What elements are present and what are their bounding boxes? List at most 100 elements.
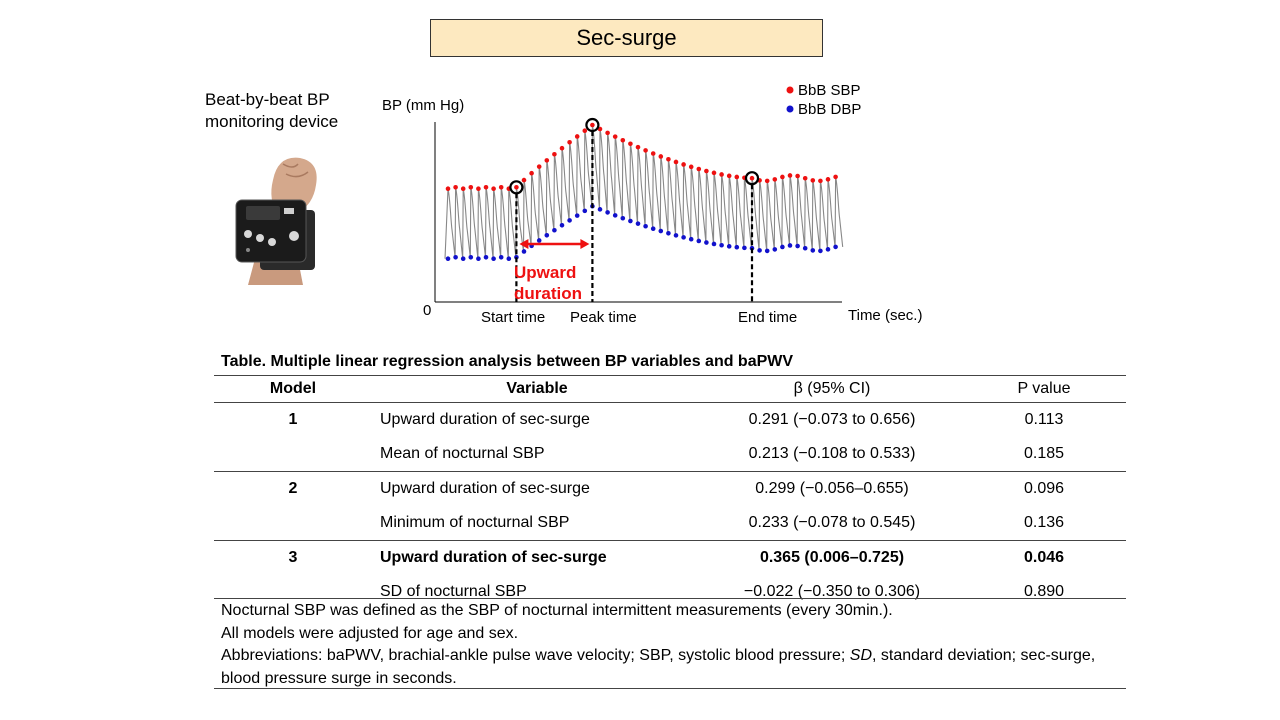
dbp-point: [681, 235, 686, 240]
arrowhead-left: [519, 239, 529, 249]
sbp-point: [696, 166, 702, 172]
sbp-point: [688, 164, 694, 170]
dbp-point: [673, 233, 679, 238]
dbp-point: [734, 244, 740, 250]
device-label-line2: monitoring device: [205, 112, 339, 131]
dbp-point: [704, 240, 709, 245]
sbp-point: [704, 168, 709, 174]
legend-sbp-label: BbB SBP: [798, 82, 861, 99]
dbp-point: [483, 255, 489, 260]
legend-dbp-label: BbB DBP: [798, 101, 861, 118]
cell-beta: −0.022 (−0.350 to 0.306): [743, 583, 921, 600]
dbp-point: [605, 210, 610, 215]
dbp-point: [666, 230, 671, 236]
sbp-point: [818, 178, 823, 184]
dbp-point: [514, 255, 519, 260]
table-row: SD of nocturnal SBP −0.022 (−0.350 to 0.…: [214, 575, 1126, 609]
table-row: Minimum of nocturnal SBP 0.233 (−0.078 t…: [214, 506, 1126, 541]
sbp-point: [711, 170, 717, 176]
dbp-point: [688, 236, 694, 242]
cell-beta: 0.291 (−0.073 to 0.656): [748, 411, 916, 428]
cell-variable: Upward duration of sec-surge: [380, 549, 607, 566]
waveform-path: [444, 124, 844, 259]
time-markers: [509, 117, 760, 302]
cell-variable: Minimum of nocturnal SBP: [380, 514, 570, 531]
marker-label-start: Start time: [481, 309, 545, 326]
dbp-point: [559, 222, 565, 228]
device-label: Beat-by-beat BP monitoring device: [205, 89, 338, 133]
sbp-point: [544, 158, 550, 163]
sbp-point: [787, 173, 793, 178]
sbp-point: [552, 151, 557, 157]
cell-p: 0.185: [1023, 445, 1065, 462]
table-header-row: Model Variable β (95% CI) P value: [214, 375, 1126, 403]
dbp-series: [445, 203, 838, 261]
dbp-point: [787, 243, 793, 248]
bp-chart: BP (mm Hg) Time (sec.) 0 BbB SBP BbB DBP…: [382, 82, 922, 326]
arrowhead-right: [580, 239, 590, 249]
sbp-point: [666, 156, 671, 162]
upward-duration-label-1: Upward: [514, 263, 576, 282]
dbp-point: [719, 242, 724, 248]
dbp-point: [506, 256, 512, 261]
dbp-point: [544, 232, 550, 238]
cell-p: 0.046: [1023, 549, 1065, 566]
sbp-point: [628, 141, 633, 147]
upward-duration-label-2: duration: [514, 284, 582, 303]
cell-p: 0.113: [1024, 411, 1064, 428]
table-notes: Nocturnal SBP was defined as the SBP of …: [221, 600, 1121, 690]
cell-variable: SD of nocturnal SBP: [380, 583, 527, 600]
table-row: 2 Upward duration of sec-surge 0.299 (−0…: [214, 472, 1126, 507]
marker-circle-end: [744, 171, 760, 186]
cell-beta: 0.233 (−0.078 to 0.545): [748, 514, 916, 531]
sbp-point: [726, 173, 732, 179]
dbp-point: [498, 255, 504, 260]
marker-label-peak: Peak time: [570, 309, 637, 326]
cell-beta: 0.299 (−0.056–0.655): [755, 480, 909, 497]
dbp-point: [612, 213, 618, 218]
dbp-point: [582, 208, 588, 214]
sbp-point: [460, 186, 466, 191]
wrist-bp-monitor-icon: [235, 157, 317, 285]
sbp-point: [635, 144, 641, 150]
dbp-point: [780, 244, 785, 250]
sbp-point: [673, 159, 679, 165]
table-caption: Table. Multiple linear regression analys…: [221, 353, 794, 370]
title: Sec-surge: [576, 25, 677, 50]
cell-variable: Mean of nocturnal SBP: [380, 445, 545, 462]
sbp-point: [468, 185, 474, 190]
legend: BbB SBP BbB DBP: [786, 82, 861, 118]
cell-p: 0.890: [1023, 583, 1065, 600]
dbp-point: [635, 221, 641, 226]
sbp-point: [833, 174, 838, 180]
cell-variable: Upward duration of sec-surge: [380, 411, 590, 428]
sbp-point: [582, 128, 588, 133]
note-sd-abbrev: SD: [849, 647, 872, 664]
dbp-point: [468, 255, 474, 260]
title-box: Sec-surge: [430, 19, 823, 57]
cell-p: 0.136: [1023, 514, 1065, 531]
header-model: Model: [269, 380, 317, 397]
notes-bottom-rule: [214, 688, 1126, 689]
sbp-point: [825, 177, 831, 182]
note-line-1: Nocturnal SBP was defined as the SBP of …: [221, 602, 893, 619]
pulse-waveform: [444, 124, 844, 259]
sbp-point: [802, 175, 808, 181]
sbp-point: [567, 139, 572, 145]
dbp-point: [764, 248, 770, 254]
sbp-point: [772, 177, 778, 182]
note-line-3: Abbreviations: baPWV, brachial-ankle pul…: [221, 645, 1121, 690]
table-row: 3 Upward duration of sec-surge 0.365 (0.…: [214, 541, 1126, 576]
sbp-point: [650, 151, 656, 156]
header-p: P value: [1017, 380, 1071, 397]
sbp-series: [445, 122, 838, 191]
dbp-point: [628, 218, 633, 224]
marker-label-end: End time: [738, 309, 797, 326]
sbp-point: [719, 172, 724, 177]
marker-circle-peak: [585, 117, 600, 133]
dbp-point: [476, 256, 481, 261]
y-axis-label: BP (mm Hg): [382, 97, 464, 114]
sbp-point: [780, 174, 785, 180]
dbp-point: [711, 241, 717, 247]
device-label-line1: Beat-by-beat BP: [205, 90, 330, 109]
